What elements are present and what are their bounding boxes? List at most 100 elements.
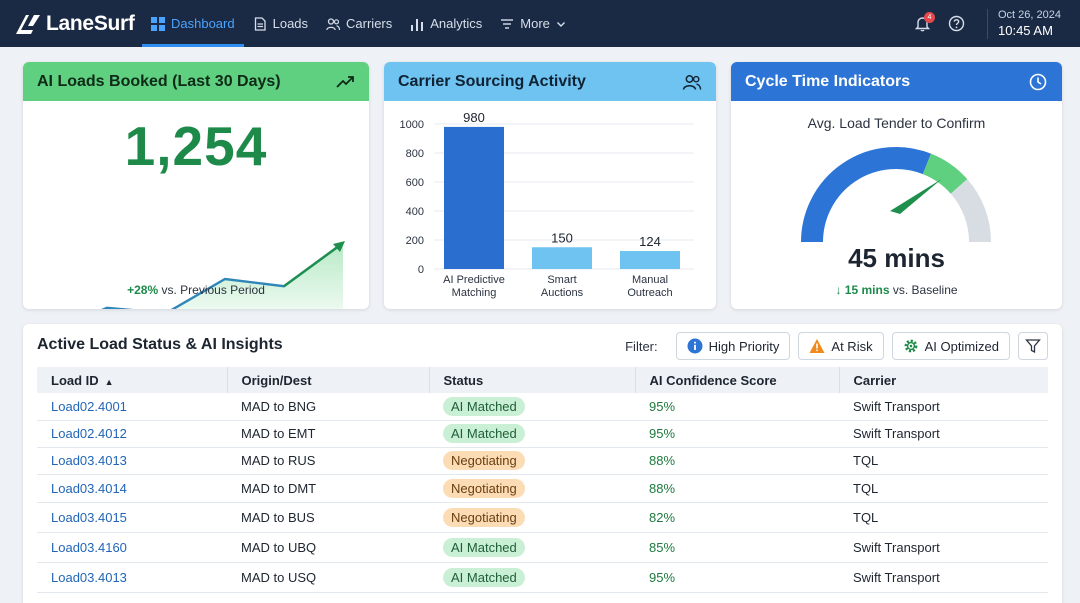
table-row[interactable]: Load03.4013 MAD to RUS Negotiating 88% TQL	[37, 447, 1048, 475]
gauge-segment-blue	[801, 147, 931, 243]
load-id-link[interactable]: Load03.4014	[37, 474, 227, 503]
load-id-link[interactable]: Load02.4012	[37, 420, 227, 448]
notifications-button[interactable]: 4	[905, 7, 939, 41]
card-title: Carrier Sourcing Activity	[398, 72, 586, 90]
info-icon	[687, 338, 703, 354]
y-tick-label: 800	[406, 148, 424, 160]
bar-value-label: 124	[639, 234, 661, 249]
carrier-cell: TQL	[839, 502, 1048, 533]
nav-item-label: Dashboard	[171, 16, 235, 31]
column-header-label: Carrier	[853, 372, 897, 388]
load-id-link[interactable]: Load02.4001	[37, 393, 227, 421]
header-date: Oct 26, 2024	[998, 9, 1061, 21]
x-tick-label: Manual	[632, 274, 668, 286]
column-header-status[interactable]: Status	[429, 367, 636, 393]
load-id-link[interactable]: Load03.4015	[37, 502, 227, 533]
load-id-link[interactable]: Load03.4013	[37, 447, 227, 475]
filter-bar: Filter: High Priority At Risk AI Optimiz…	[625, 332, 1048, 360]
loads-change-label: vs. Previous Period	[161, 283, 265, 297]
main-nav: Dashboard Loads Carriers Analytics More	[142, 0, 575, 47]
cycle-time-value: 45 mins	[848, 243, 945, 273]
advanced-filter-button[interactable]	[1018, 332, 1048, 360]
ai-confidence-cell: 95%	[635, 420, 839, 448]
document-icon	[254, 16, 266, 31]
column-header-label: Load ID	[51, 372, 99, 388]
status-cell: AI Matched	[429, 562, 635, 593]
table-row[interactable]: Load02.4001 MAD to BNG AI Matched 95% Swift …	[37, 393, 1048, 421]
carrier-cell: Swift Transport	[839, 393, 1048, 421]
column-header-load-id[interactable]: Load ID ▲	[37, 367, 228, 393]
gear-icon	[904, 339, 917, 353]
status-cell: AI Matched	[429, 532, 635, 563]
column-header-label: Status	[443, 372, 484, 388]
nav-item-more[interactable]: More	[491, 0, 575, 47]
menu-icon	[501, 18, 514, 29]
loads-trend-note: +28% vs. Previous Period	[23, 283, 369, 297]
column-header-origin-dest[interactable]: Origin/Dest	[227, 367, 430, 393]
column-header-carrier[interactable]: Carrier	[839, 367, 1048, 393]
status-cell: AI Matched	[429, 393, 635, 421]
ai-confidence-cell: 95%	[635, 562, 839, 593]
x-tick-label: Auctions	[541, 287, 584, 299]
y-tick-label: 1000	[400, 119, 424, 131]
column-header-ai-confidence[interactable]: AI Confidence Score	[635, 367, 840, 393]
gauge-segment-green	[922, 153, 968, 195]
nav-item-dashboard[interactable]: Dashboard	[142, 0, 244, 47]
brand[interactable]: LaneSurf	[14, 12, 142, 36]
status-cell: AI Matched	[429, 420, 635, 448]
gauge-needle	[890, 178, 942, 214]
clock-icon	[1029, 73, 1047, 90]
nav-item-analytics[interactable]: Analytics	[401, 0, 491, 47]
trending-up-icon	[336, 75, 354, 88]
x-tick-label: Smart	[547, 274, 576, 286]
bar	[620, 251, 680, 269]
bar	[532, 247, 592, 269]
status-cell: Negotiating	[429, 474, 635, 503]
filter-high-priority[interactable]: High Priority	[675, 332, 791, 360]
table-row[interactable]: Load03.4013 MAD to USQ AI Matched 95% Swift …	[37, 562, 1048, 593]
filter-ai-optimized[interactable]: AI Optimized	[891, 332, 1010, 360]
card-header: AI Loads Booked (Last 30 Days)	[23, 62, 369, 101]
status-badge: AI Matched	[443, 537, 525, 557]
table-row[interactable]: Load03.4015 MAD to BUS Negotiating 82% TQL	[37, 502, 1048, 533]
brand-name: LaneSurf	[46, 11, 135, 35]
help-button[interactable]	[939, 7, 973, 41]
loads-change-value: +28%	[127, 283, 159, 297]
carrier-cell: TQL	[839, 474, 1048, 503]
ai-confidence-cell: 95%	[635, 393, 839, 421]
table-row[interactable]: Load03.4160 MAD to UBQ AI Matched 85% Swift …	[37, 532, 1048, 563]
cycle-time-card: Cycle Time Indicators Avg. Load Tender t…	[731, 62, 1062, 309]
cycle-time-change-label: vs. Baseline	[892, 283, 958, 297]
cycle-time-change-value: 15 mins	[844, 283, 890, 297]
loads-trend-chart	[101, 241, 345, 309]
origin-dest-cell: MAD to BUS	[227, 502, 429, 533]
dashboard-icon	[151, 16, 165, 31]
load-id-link[interactable]: Load03.4160	[37, 532, 227, 563]
ai-confidence-cell: 85%	[635, 532, 839, 563]
table-row[interactable]: Load03.4014 MAD to DMT Negotiating 88% TQL	[37, 474, 1048, 503]
header-datetime: Oct 26, 2024 10:45 AM	[998, 9, 1080, 38]
status-cell: Negotiating	[429, 447, 635, 475]
load-id-link[interactable]: Load03.4013	[37, 562, 227, 593]
table-row[interactable]: Load02.4012 MAD to EMT AI Matched 95% Swift …	[37, 420, 1048, 448]
bar-chart-icon	[411, 18, 424, 31]
ai-loads-booked-card: AI Loads Booked (Last 30 Days) 1,254 +28…	[23, 62, 369, 309]
status-badge: AI Matched	[443, 424, 525, 443]
y-tick-label: 0	[418, 264, 424, 276]
card-header: Cycle Time Indicators	[731, 62, 1062, 101]
sparkline-area	[104, 243, 343, 309]
origin-dest-cell: MAD to RUS	[227, 447, 429, 475]
y-tick-label: 400	[406, 206, 424, 218]
filter-at-risk[interactable]: At Risk	[798, 332, 884, 360]
nav-item-loads[interactable]: Loads	[244, 0, 317, 47]
ai-confidence-cell: 82%	[635, 502, 839, 533]
carrier-sourcing-bar-chart: 0 200 400 600 800 1000 980 AI PredictiveMatchin…	[400, 110, 694, 299]
origin-dest-cell: MAD to BNG	[227, 393, 429, 421]
status-badge: Negotiating	[443, 507, 525, 527]
sparkline-last-segment	[283, 242, 344, 288]
nav-item-carriers[interactable]: Carriers	[317, 0, 401, 47]
lanesurf-logo-icon	[16, 14, 40, 34]
nav-item-label: Carriers	[346, 16, 393, 31]
card-header: Carrier Sourcing Activity	[384, 62, 716, 101]
header-actions: 4 Oct 26, 2024 10:45 AM	[905, 0, 1080, 47]
